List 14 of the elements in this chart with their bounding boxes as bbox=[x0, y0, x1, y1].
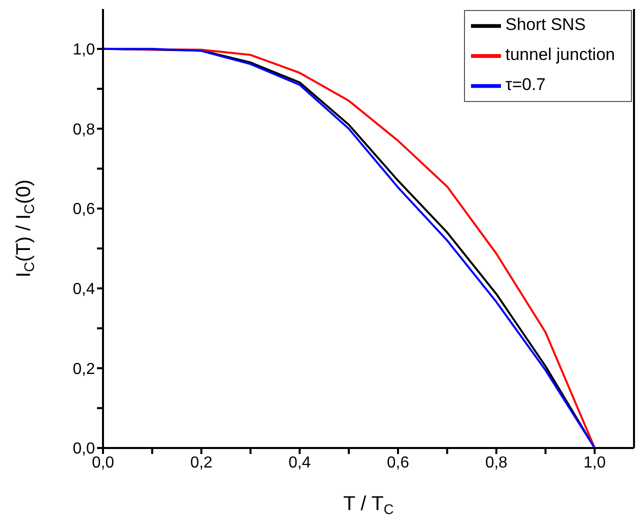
y-tick-label: 0,4 bbox=[72, 281, 96, 298]
y-tick-label: 0,2 bbox=[72, 360, 96, 378]
x-tick-label: 1,0 bbox=[584, 454, 606, 472]
legend-label: tunnel junction bbox=[505, 45, 615, 64]
legend-label: Short SNS bbox=[505, 15, 586, 34]
legend-label: τ=0.7 bbox=[505, 75, 546, 94]
y-tick-label: 0,6 bbox=[72, 201, 96, 218]
x-tick-label: 0,2 bbox=[190, 454, 213, 472]
y-tick-label: 0,8 bbox=[72, 121, 96, 138]
x-tick-label: 0,6 bbox=[386, 454, 410, 472]
x-tick-label: 0,4 bbox=[288, 454, 311, 472]
x-axis-title: T / T$_{C}$ bbox=[343, 493, 394, 518]
y-tick-label: 1,0 bbox=[72, 42, 96, 59]
x-tick-label: 0,8 bbox=[485, 454, 508, 472]
